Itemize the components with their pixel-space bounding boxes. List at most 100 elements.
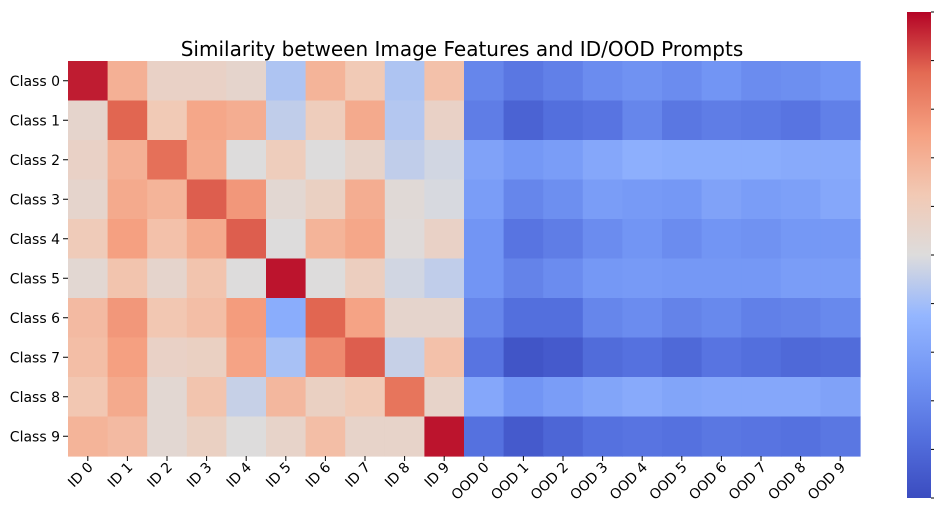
heatmap-cell — [226, 298, 267, 339]
heatmap-cell — [741, 258, 782, 299]
heatmap-cell — [107, 219, 148, 260]
heatmap-cell — [662, 416, 703, 457]
heatmap-cell — [345, 258, 386, 299]
heatmap-cell — [701, 61, 742, 102]
heatmap-cell — [464, 258, 505, 299]
heatmap-cell — [186, 298, 227, 339]
column-tick-label: OOD 2 — [528, 460, 572, 504]
heatmap-cell — [741, 219, 782, 260]
heatmap-cell — [424, 100, 465, 141]
heatmap-cell — [384, 100, 425, 141]
heatmap-cell — [701, 416, 742, 457]
heatmap-cell — [820, 140, 861, 181]
heatmap-cell — [384, 61, 425, 102]
heatmap-cell — [622, 258, 663, 299]
heatmap-cell — [662, 258, 703, 299]
heatmap-cell — [662, 219, 703, 260]
row-tick-label: Class 6 — [10, 311, 60, 327]
heatmap-cell — [345, 61, 386, 102]
heatmap-cell — [345, 298, 386, 339]
heatmap-cell — [543, 100, 584, 141]
column-tick-label: OOD 8 — [765, 460, 809, 504]
heatmap-cell — [345, 219, 386, 260]
heatmap-cell — [424, 298, 465, 339]
heatmap-cell — [226, 61, 267, 102]
row-tick-label: Class 0 — [10, 74, 60, 90]
column-tick-label: OOD 6 — [686, 459, 730, 503]
heatmap-cell — [305, 179, 346, 220]
heatmap-cell — [662, 179, 703, 220]
heatmap-cell — [266, 219, 307, 260]
chart-title: Similarity between Image Features and ID… — [181, 37, 744, 61]
heatmap-cell — [147, 179, 188, 220]
column-tick-label: OOD 7 — [726, 460, 770, 504]
heatmap-cell — [266, 337, 307, 378]
heatmap-cell — [266, 140, 307, 181]
row-tick-labels: Class 0 Class 1 Class 2 Class 3 Class 4 Class… — [10, 74, 68, 445]
heatmap-cell — [820, 179, 861, 220]
heatmap-cell — [305, 416, 346, 457]
heatmap-cell — [186, 219, 227, 260]
heatmap-cell — [147, 258, 188, 299]
row-tick-label: Class 8 — [10, 390, 60, 406]
heatmap-cell — [582, 61, 623, 102]
row-tick-label: Class 9 — [10, 429, 60, 445]
heatmap-cell — [226, 219, 267, 260]
heatmap-cell — [741, 61, 782, 102]
heatmap-cell — [107, 140, 148, 181]
heatmap-cell — [543, 258, 584, 299]
column-tick-label: ID 2 — [145, 460, 176, 491]
heatmap-cell — [107, 298, 148, 339]
heatmap-cell — [780, 179, 821, 220]
heatmap-cell — [503, 337, 544, 378]
row-tick-label: Class 2 — [10, 153, 60, 169]
heatmap-cell — [503, 100, 544, 141]
heatmap-cell — [226, 258, 267, 299]
heatmap-cell — [107, 61, 148, 102]
heatmap-cell — [305, 258, 346, 299]
heatmap-cell — [543, 416, 584, 457]
heatmap-cell — [701, 337, 742, 378]
heatmap-cell — [68, 337, 109, 378]
heatmap-cell — [622, 219, 663, 260]
heatmap-cell — [503, 179, 544, 220]
heatmap-cell — [107, 179, 148, 220]
heatmap-cell — [701, 219, 742, 260]
row-tick-label: Class 5 — [10, 271, 60, 287]
heatmap-cell — [820, 61, 861, 102]
row-tick-label: Class 3 — [10, 192, 60, 208]
colorbar-ticks — [931, 11, 934, 499]
heatmap-cell — [820, 258, 861, 299]
heatmap-cell — [384, 337, 425, 378]
heatmap-cell — [384, 140, 425, 181]
heatmap-cell — [820, 337, 861, 378]
heatmap-cell — [582, 179, 623, 220]
heatmap-cell — [107, 100, 148, 141]
heatmap-cell — [107, 337, 148, 378]
colorbar — [907, 11, 934, 499]
heatmap-cell — [226, 377, 267, 418]
heatmap-cell — [107, 377, 148, 418]
heatmap-cell — [226, 337, 267, 378]
heatmap-cell — [622, 377, 663, 418]
heatmap-cell — [780, 298, 821, 339]
heatmap-cell — [266, 416, 307, 457]
heatmap-cell — [464, 140, 505, 181]
heatmap-cell — [424, 416, 465, 457]
heatmap-cell — [68, 179, 109, 220]
heatmap-cell — [543, 61, 584, 102]
column-tick-label: OOD 0 — [449, 460, 493, 504]
heatmap-cell — [464, 61, 505, 102]
heatmap-cell — [582, 258, 623, 299]
heatmap-cell — [780, 337, 821, 378]
column-tick-label: ID 9 — [422, 460, 453, 491]
column-tick-label: ID 5 — [263, 460, 294, 491]
heatmap-cell — [780, 377, 821, 418]
colorbar-gradient — [907, 12, 931, 498]
heatmap-cell — [424, 337, 465, 378]
column-tick-label: OOD 4 — [607, 459, 651, 503]
heatmap-cell — [186, 416, 227, 457]
heatmap-cell — [226, 416, 267, 457]
row-tick-label: Class 7 — [10, 350, 60, 366]
